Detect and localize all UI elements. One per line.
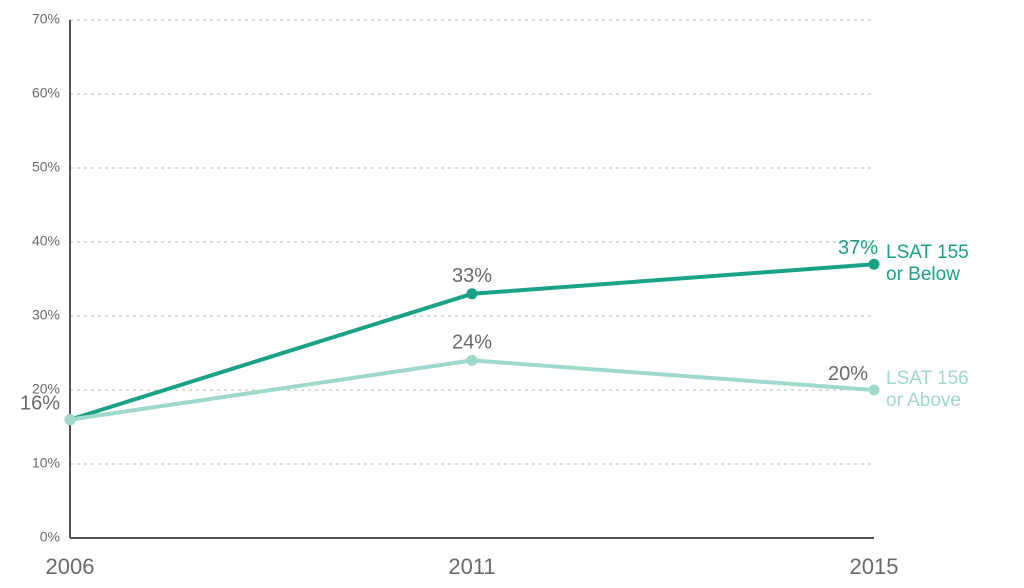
y-tick-label: 50% — [32, 159, 60, 175]
point-label: 24% — [452, 331, 492, 353]
series-marker — [869, 259, 879, 269]
y-tick-label: 40% — [32, 233, 60, 249]
x-tick-label: 2011 — [448, 554, 495, 579]
x-tick-label: 2006 — [46, 554, 95, 579]
series-marker — [467, 355, 477, 365]
y-tick-label: 60% — [32, 85, 60, 101]
x-tick-label: 2015 — [850, 554, 899, 579]
series-marker — [65, 415, 75, 425]
point-label: 37% — [838, 237, 878, 259]
series-end-label: LSAT 156or Above — [886, 368, 969, 411]
line-chart: 0% 10% 20% 30% 40% 50% 60% 70% 2006 2011 2015 16% 33… — [0, 0, 1024, 588]
series-marker — [467, 289, 477, 299]
y-tick-label: 70% — [32, 11, 60, 27]
point-label: 20% — [828, 363, 868, 385]
y-tick-label: 10% — [32, 455, 60, 471]
chart-container: 0% 10% 20% 30% 40% 50% 60% 70% 2006 2011 2015 16% 33… — [0, 0, 1024, 588]
y-tick-label: 30% — [32, 307, 60, 323]
chart-background — [0, 0, 1024, 588]
point-label: 33% — [452, 265, 492, 287]
series-marker — [869, 385, 879, 395]
y-tick-label: 0% — [40, 529, 60, 545]
point-label: 16% — [20, 393, 60, 415]
series-end-label: LSAT 155or Below — [886, 242, 969, 285]
